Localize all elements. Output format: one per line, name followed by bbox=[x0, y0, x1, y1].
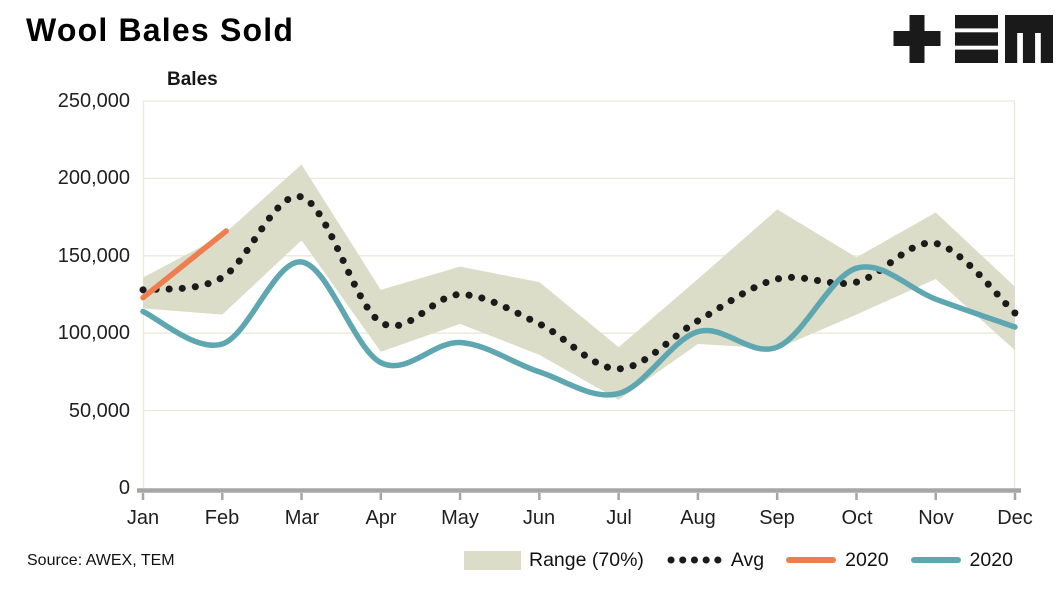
legend-label: 2020 bbox=[969, 548, 1013, 571]
orange-line-swatch-icon bbox=[786, 557, 837, 563]
y-tick-label: 100,000 bbox=[57, 322, 130, 344]
y-tick-label: 50,000 bbox=[68, 400, 130, 422]
page-title: Wool Bales Sold bbox=[26, 12, 295, 48]
legend-label: Avg bbox=[730, 548, 765, 571]
legend-label: 2020 bbox=[845, 548, 889, 571]
x-tick-label: Oct bbox=[841, 507, 873, 529]
x-tick-label: Feb bbox=[204, 507, 240, 529]
x-tick-label: Apr bbox=[365, 507, 397, 529]
x-tick-label: Dec bbox=[997, 507, 1033, 529]
x-tick-label: Mar bbox=[284, 507, 320, 529]
x-tick-label: Nov bbox=[918, 507, 954, 529]
y-axis-title: Bales bbox=[167, 69, 218, 90]
source-note: Source: AWEX, TEM bbox=[27, 552, 175, 569]
legend-label: Range (70%) bbox=[529, 548, 644, 571]
tem-logo-icon bbox=[893, 15, 1053, 63]
legend-item-2020-partial: 2020 bbox=[785, 548, 889, 572]
x-tick-label: Sep bbox=[759, 507, 795, 529]
y-tick-label: 250,000 bbox=[57, 90, 130, 112]
teal-line-swatch-icon bbox=[910, 557, 961, 563]
x-tick-label: Jun bbox=[522, 507, 556, 529]
legend-item-range: Range (70%) bbox=[464, 549, 644, 572]
y-tick-label: 150,000 bbox=[57, 245, 130, 267]
y-tick-label: 0 bbox=[118, 477, 130, 499]
x-tick-label: Aug bbox=[680, 507, 716, 529]
legend-item-avg: Avg bbox=[665, 549, 764, 572]
dotted-line-swatch-icon bbox=[667, 556, 722, 564]
range-band-swatch-icon bbox=[464, 550, 521, 570]
x-tick-label: Jul bbox=[606, 507, 632, 529]
chart-legend: Range (70%) Avg 2020 2020 bbox=[464, 543, 1013, 577]
x-tick-label: May bbox=[441, 507, 479, 529]
legend-item-2020: 2020 bbox=[910, 549, 1013, 572]
x-tick-label: Jan bbox=[126, 507, 160, 529]
y-tick-label: 200,000 bbox=[57, 167, 130, 189]
